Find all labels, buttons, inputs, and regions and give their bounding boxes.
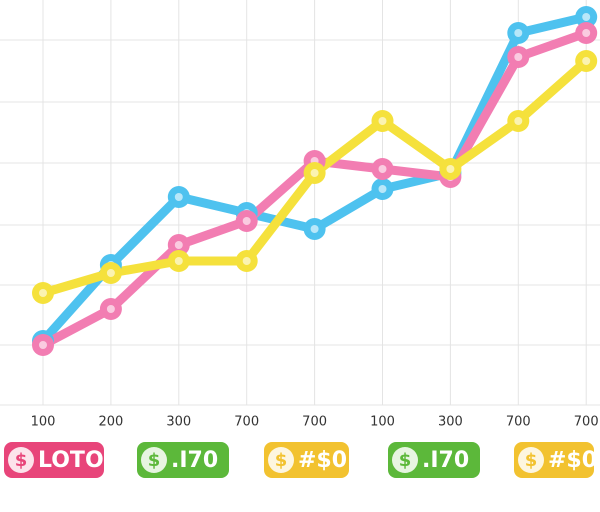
badge-icon-bg bbox=[268, 447, 294, 473]
point-inner bbox=[310, 169, 319, 177]
point-inner bbox=[310, 225, 319, 233]
point bbox=[235, 210, 258, 232]
point bbox=[507, 110, 530, 132]
badge-icon: $ bbox=[148, 450, 161, 471]
point-inner bbox=[446, 165, 455, 173]
point bbox=[371, 110, 394, 132]
point-inner bbox=[106, 269, 115, 277]
x-tick-label: 300 bbox=[438, 415, 463, 430]
x-tick-label: 700 bbox=[234, 415, 259, 430]
badge-icon: $ bbox=[525, 450, 538, 471]
point bbox=[32, 282, 54, 304]
point-inner bbox=[582, 13, 591, 21]
x-tick-label: 300 bbox=[166, 415, 191, 430]
badge: $ #$0 bbox=[264, 442, 349, 478]
point bbox=[507, 22, 530, 44]
point-inner bbox=[514, 53, 523, 61]
point-inner bbox=[582, 29, 591, 37]
badge-icon: $ bbox=[399, 450, 412, 471]
point bbox=[167, 250, 190, 272]
point bbox=[235, 250, 258, 272]
point bbox=[303, 162, 326, 184]
point-inner bbox=[174, 257, 183, 265]
point bbox=[167, 186, 190, 208]
x-tick-label: 100 bbox=[370, 415, 395, 430]
badge-text: #$0 bbox=[548, 448, 597, 473]
badge: $ .I70 bbox=[388, 442, 480, 478]
point bbox=[439, 158, 462, 180]
point-inner bbox=[378, 165, 387, 173]
point-inner bbox=[174, 193, 183, 201]
grid bbox=[0, 39, 600, 406]
badge-icon-bg bbox=[392, 447, 418, 473]
point-inner bbox=[514, 117, 523, 125]
point bbox=[575, 6, 598, 28]
point bbox=[99, 262, 122, 284]
badge-icon-bg bbox=[8, 447, 34, 473]
badge: $ .I70 bbox=[137, 442, 229, 478]
badge-text: .I70 bbox=[422, 448, 469, 473]
x-tick-label: 100 bbox=[31, 415, 56, 430]
point bbox=[371, 158, 394, 180]
badge-text: .I70 bbox=[171, 448, 218, 473]
point-inner bbox=[39, 341, 47, 349]
badge-text: LOTO bbox=[38, 448, 104, 473]
point bbox=[575, 22, 598, 44]
point bbox=[575, 50, 598, 72]
x-tick-label: 700 bbox=[302, 415, 327, 430]
x-tick-label: 700 bbox=[574, 415, 599, 430]
point-inner bbox=[242, 257, 251, 265]
badge-icon-bg bbox=[518, 447, 544, 473]
point-inner bbox=[106, 305, 115, 313]
point-inner bbox=[378, 117, 387, 125]
badge-text: #$0 bbox=[298, 448, 347, 473]
badge-icon-bg bbox=[141, 447, 167, 473]
point bbox=[507, 46, 530, 68]
point bbox=[32, 334, 54, 356]
badge-icon: $ bbox=[15, 450, 28, 471]
point bbox=[99, 298, 122, 320]
point bbox=[371, 178, 394, 200]
point-inner bbox=[378, 185, 387, 193]
point-inner bbox=[242, 217, 251, 225]
badge-icon: $ bbox=[275, 450, 288, 471]
point-inner bbox=[582, 57, 591, 65]
point-inner bbox=[514, 29, 523, 37]
x-tick-label: 200 bbox=[98, 415, 123, 430]
point-inner bbox=[174, 241, 183, 249]
badge: $ LOTO bbox=[4, 442, 104, 478]
point-inner bbox=[39, 289, 47, 297]
x-tick-label: 700 bbox=[506, 415, 531, 430]
badge: $ #$0 bbox=[514, 442, 597, 478]
point bbox=[167, 234, 190, 256]
point bbox=[303, 218, 326, 240]
